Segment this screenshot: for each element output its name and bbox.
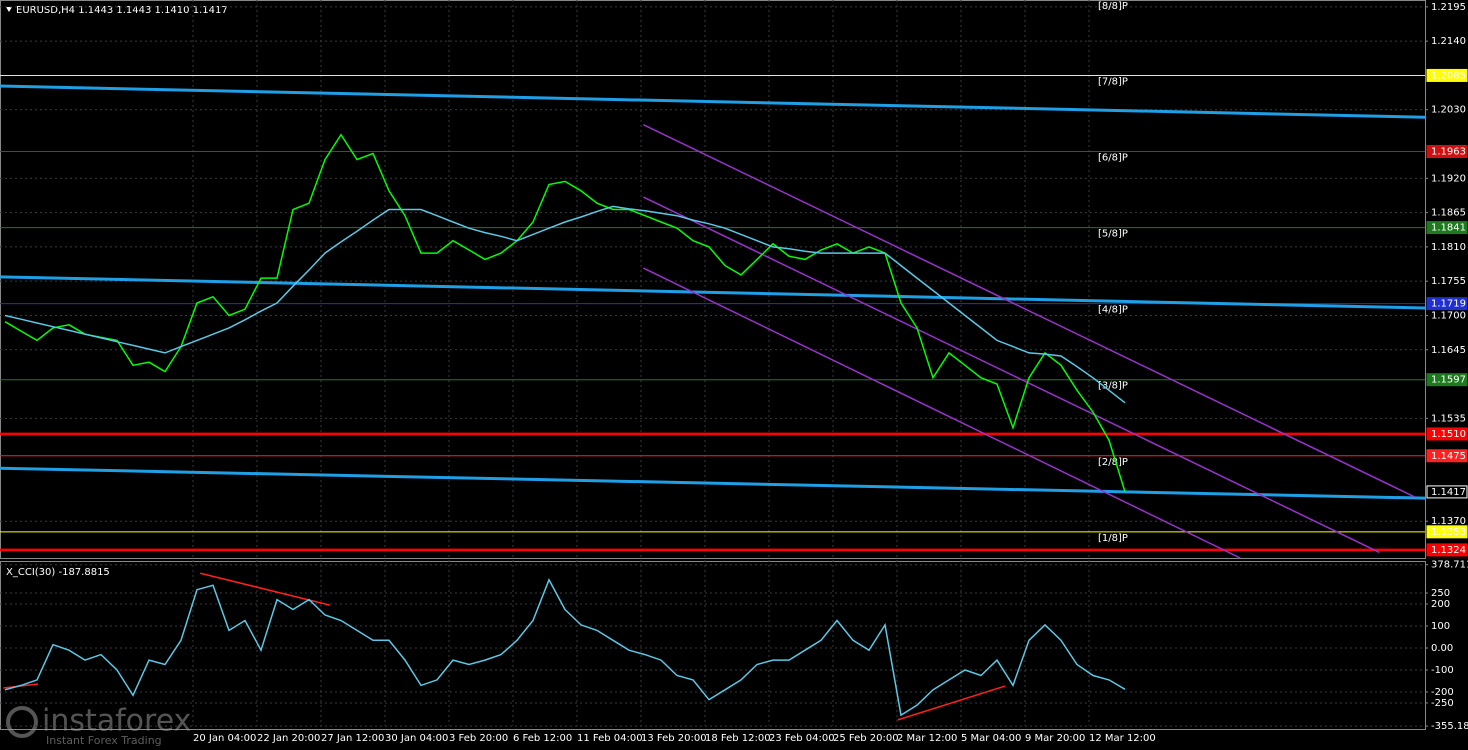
watermark-logo <box>6 706 38 738</box>
y-tick-label: -355.189 <box>1431 721 1468 732</box>
price-box-label: 1.1475 <box>1431 451 1466 462</box>
cci-title: X_CCI(30) -187.8815 <box>6 567 110 578</box>
price-title: EURUSD,H4 1.1443 1.1443 1.1410 1.1417 <box>16 5 228 16</box>
price-box-label: 1.1417 <box>1431 487 1466 498</box>
price-box-label: 1.1963 <box>1431 147 1466 158</box>
murrey-label: [1/8]P <box>1098 533 1128 544</box>
trend-line <box>643 124 1415 498</box>
x-tick-label: 27 Jan 12:00 <box>321 733 384 744</box>
price-box <box>1426 525 1468 539</box>
price-box-label: 1.1353 <box>1431 527 1466 538</box>
price-box-label: 1.1324 <box>1431 545 1466 556</box>
price-box <box>1426 427 1468 441</box>
y-tick-label: 1.1535 <box>1431 413 1466 424</box>
price-box <box>1426 221 1468 235</box>
price-box <box>1426 145 1468 159</box>
y-tick-label: 200 <box>1431 599 1450 610</box>
y-tick-label: 1.1645 <box>1431 345 1466 356</box>
y-tick-label: 1.2030 <box>1431 105 1466 116</box>
y-tick-label: -100 <box>1431 665 1454 676</box>
y-tick-label: -250 <box>1431 698 1454 709</box>
y-tick-label: 1.1755 <box>1431 276 1466 287</box>
watermark: instaforex Instant Forex Trading <box>6 704 191 747</box>
x-tick-label: 22 Jan 20:00 <box>257 733 320 744</box>
x-tick-label: 2 Mar 12:00 <box>897 733 957 744</box>
price-box-label: 1.1841 <box>1431 223 1466 234</box>
murrey-label: [7/8]P <box>1098 76 1128 87</box>
y-tick-label: -200 <box>1431 687 1454 698</box>
murrey-label: [3/8]P <box>1098 381 1128 392</box>
y-tick-label: 100 <box>1431 621 1450 632</box>
x-tick-label: 3 Feb 20:00 <box>449 733 508 744</box>
x-tick-label: 20 Jan 04:00 <box>193 733 256 744</box>
trend-line <box>0 466 1426 500</box>
price-box <box>1426 449 1468 463</box>
price-box <box>1426 297 1468 311</box>
trend-line <box>0 84 1426 119</box>
watermark-text: instaforex <box>42 704 191 739</box>
series-line <box>4 205 1126 404</box>
x-tick-label: 11 Feb 04:00 <box>577 733 643 744</box>
x-tick-label: 25 Feb 20:00 <box>833 733 899 744</box>
x-tick-label: 9 Mar 20:00 <box>1025 733 1085 744</box>
y-tick-label: 0.00 <box>1431 643 1453 654</box>
x-tick-label: 23 Feb 04:00 <box>769 733 835 744</box>
price-box <box>1426 68 1468 82</box>
price-box <box>1426 543 1468 557</box>
series-line <box>4 133 1126 493</box>
x-tick-label: 13 Feb 20:00 <box>641 733 707 744</box>
trend-line <box>0 275 1426 310</box>
price-pane-frame <box>0 0 1426 559</box>
y-tick-label: 1.1865 <box>1431 208 1466 219</box>
y-tick-label: 378.7116 <box>1431 560 1468 571</box>
murrey-label: [2/8]P <box>1098 457 1128 468</box>
series-line <box>4 578 1126 717</box>
murrey-label: [5/8]P <box>1098 229 1128 240</box>
x-tick-label: 30 Jan 04:00 <box>385 733 448 744</box>
y-tick-label: 250 <box>1431 588 1450 599</box>
murrey-label: [4/8]P <box>1098 305 1128 316</box>
trend-line <box>643 196 1380 554</box>
trend-line <box>643 267 1241 559</box>
x-tick-label: 18 Feb 12:00 <box>705 733 771 744</box>
y-tick-label: 1.1700 <box>1431 310 1466 321</box>
murrey-label: [6/8]P <box>1098 153 1128 164</box>
y-tick-label: 1.1810 <box>1431 242 1466 253</box>
x-tick-label: 6 Feb 12:00 <box>513 733 572 744</box>
x-tick-label: 5 Mar 04:00 <box>961 733 1021 744</box>
price-box-label: 1.2085 <box>1431 70 1466 81</box>
watermark-tagline: Instant Forex Trading <box>46 734 162 747</box>
murrey-label: [8/8]P <box>1098 1 1128 12</box>
y-tick-label: 1.1920 <box>1431 173 1466 184</box>
trend-line <box>897 685 1006 721</box>
y-tick-label: 1.2140 <box>1431 36 1466 47</box>
y-tick-label: 1.1370 <box>1431 516 1466 527</box>
price-box-label: 1.1719 <box>1431 299 1466 310</box>
x-tick-label: 12 Mar 12:00 <box>1089 733 1156 744</box>
y-tick-label: 1.2195 <box>1431 2 1466 13</box>
price-box <box>1426 373 1468 387</box>
price-box <box>1426 485 1468 499</box>
cci-pane-frame <box>0 561 1426 730</box>
price-box-label: 1.1510 <box>1431 429 1466 440</box>
menu-triangle[interactable] <box>6 7 12 12</box>
price-box-label: 1.1597 <box>1431 375 1466 386</box>
